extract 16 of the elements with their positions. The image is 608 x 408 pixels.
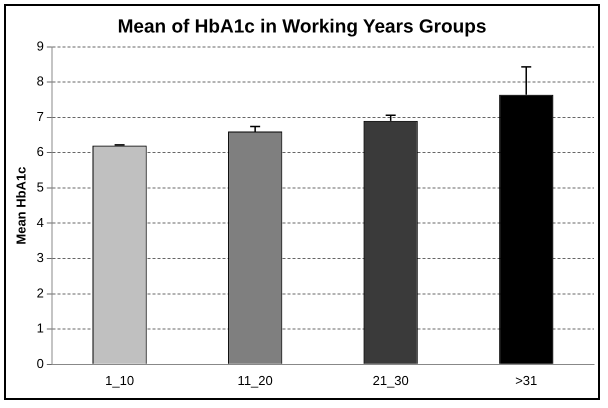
y-axis-title: Mean HbA1c — [13, 166, 28, 245]
chart-title: Mean of HbA1c in Working Years Groups — [118, 16, 486, 38]
y-tick-label: 1 — [36, 320, 44, 336]
y-tick-label: 8 — [36, 74, 44, 89]
y-tick-label: 4 — [36, 214, 44, 230]
x-tick-label: 21_30 — [372, 372, 409, 388]
y-tick-label: 2 — [36, 285, 44, 300]
y-tick-label: 7 — [36, 108, 44, 124]
y-tick-label: 0 — [36, 356, 44, 371]
x-tick-label: 11_20 — [238, 372, 273, 388]
y-tick-label: 6 — [36, 144, 44, 160]
y-tick-label: 9 — [36, 38, 44, 54]
x-tick-label: 1_10 — [105, 372, 134, 388]
x-tick-label: >31 — [515, 372, 538, 388]
y-tick-label: 5 — [36, 180, 44, 195]
y-tick-label: 3 — [36, 250, 44, 266]
